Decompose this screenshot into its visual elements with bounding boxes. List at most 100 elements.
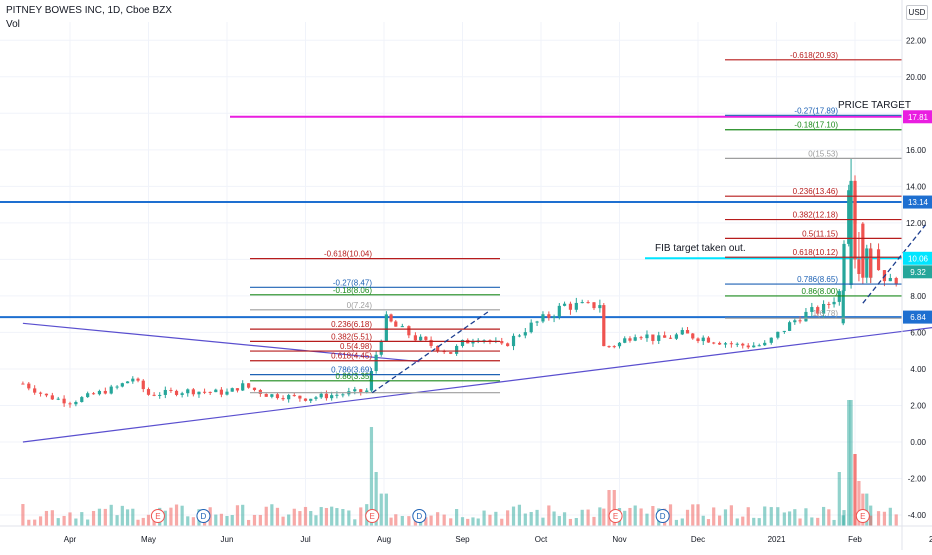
x-tick-label: 2021 [768,535,786,544]
candle-body [436,345,440,352]
volume-bar [729,505,733,526]
candle-body [842,243,846,292]
volume-bar [335,508,339,526]
candle-body [208,391,212,393]
candle-body [517,335,522,337]
volume-bar [882,511,887,526]
volume-bar [853,454,857,526]
candle-body [186,389,190,394]
volume-label: Vol [6,19,20,30]
volume-bar [685,509,690,526]
candle-body [769,337,773,343]
price-axis: 22.0020.0018.0016.0014.0012.0010.008.006… [901,0,932,550]
candle-body [701,337,705,342]
volume-bar [68,512,72,526]
x-tick-label: 22 [929,535,932,544]
volume-bar [341,509,345,526]
fib-level-label: -0.18(17.10) [794,121,838,130]
candle-body [419,336,423,341]
candle-body [270,394,274,397]
candle-body [729,343,733,345]
volume-bar [717,515,722,526]
fib-level-label: 0.786(3.69) [331,366,372,375]
volume-bar [482,510,486,526]
candle-body [365,390,369,392]
candle-body [752,345,756,348]
candle-body [617,342,622,347]
volume-bar [455,509,459,526]
candle-body [394,321,398,327]
volume-bar [586,509,590,526]
candle-body [38,392,43,394]
y-tick-label: 0.00 [910,438,926,447]
candle-body [757,345,761,347]
volume-bar [33,519,37,526]
symbol-title: PITNEY BOWES INC, 1D, Cboe BZX [6,5,172,16]
volume-bar [849,400,853,526]
volume-bars [21,400,898,526]
volume-bar [275,507,280,526]
earnings-marker [855,509,870,523]
x-tick-label: Jun [221,535,234,544]
candle-body [562,303,567,306]
volume-bar [21,504,25,526]
candle-body [109,386,113,394]
volume-bar [120,505,124,526]
volume-bar [607,490,611,526]
x-tick-label: May [141,535,156,544]
y-tick-label: 2.00 [910,401,926,410]
volume-bar [857,481,861,526]
candle-body [407,326,411,336]
volume-bar [651,506,655,526]
candle-body [424,336,428,340]
fib-level-label: 0.382(12.18) [793,211,839,220]
candle-body [633,337,637,341]
volume-bar [298,511,302,526]
volume-bar [347,510,351,526]
candle-body [163,389,167,395]
candle-body [607,346,611,348]
currency-button[interactable]: USD [906,5,928,20]
price-tag [903,195,932,209]
volume-bar [103,508,107,526]
candle-body [849,180,853,285]
price-tag-label: 13.14 [908,198,929,207]
candle-body [592,302,596,309]
candle-body [776,331,780,338]
candle-body [252,387,257,391]
candle-body [865,248,869,278]
volume-bar [287,514,291,526]
earnings-marker [608,509,623,523]
candle-body [888,278,892,282]
candle-body [471,341,475,344]
dividend-marker-label: D [201,512,207,521]
volume-bar [449,518,453,526]
candle-body [782,330,786,332]
candle-body [103,390,107,394]
chart-grid [0,22,902,526]
candle-body [91,393,96,395]
volume-bar [424,517,428,526]
candle-body [869,248,873,278]
candle-body [894,278,898,285]
candle-body [876,249,881,271]
volume-bar [471,517,475,526]
candle-body [131,378,135,382]
candle-body [374,354,378,372]
volume-bar [506,510,510,526]
volume-bar [270,504,274,526]
volume-bar [141,517,145,526]
volume-bar [394,514,398,526]
y-tick-label: 20.00 [906,73,927,82]
volume-bar [252,514,257,526]
volume-bar [865,493,869,526]
candle-body [319,393,323,398]
volume-bar [136,519,140,526]
volume-bar [91,510,96,526]
trendline [22,322,420,363]
volume-bar [752,517,756,526]
volume-bar [691,504,695,526]
volume-bar [623,510,627,526]
